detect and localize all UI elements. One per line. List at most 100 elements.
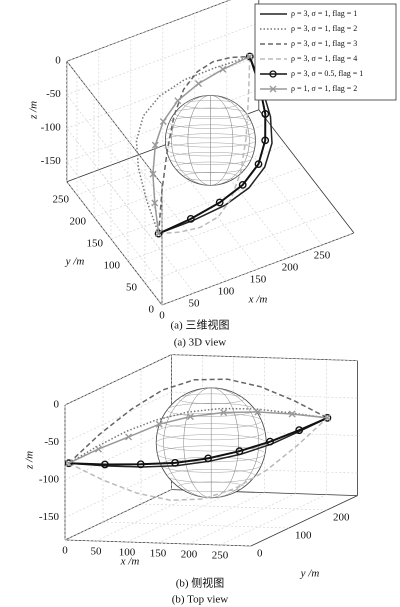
y-tick-label: 0 — [149, 304, 155, 316]
grid-line — [95, 490, 203, 542]
point-marker — [64, 459, 73, 468]
x-tick-label: 100 — [218, 286, 235, 298]
y-tick-label: 150 — [87, 238, 104, 250]
y-tick-label: 200 — [70, 216, 87, 228]
point-marker — [295, 426, 304, 435]
z-tick-label: 0 — [55, 55, 61, 67]
point-marker — [204, 454, 213, 463]
point-marker — [266, 437, 274, 446]
point-marker — [261, 136, 270, 145]
x-tick-label: 200 — [282, 262, 299, 274]
point-marker — [155, 420, 163, 428]
point-marker — [174, 97, 182, 105]
point-marker — [288, 410, 296, 418]
point-marker — [94, 445, 102, 453]
sphere-parallel — [183, 172, 238, 181]
axis-edge — [258, 109, 355, 234]
x-tick-label: 250 — [314, 250, 331, 262]
point-marker — [159, 117, 167, 125]
z-tick-label: -50 — [44, 436, 59, 448]
point-marker — [186, 413, 194, 421]
y-tick-label: 0 — [257, 548, 263, 560]
point-marker — [136, 460, 145, 469]
x-tick-label: 200 — [181, 549, 198, 561]
point-marker — [195, 80, 203, 88]
y-tick-label: 200 — [333, 512, 350, 524]
legend-marker — [269, 85, 277, 93]
legend-label: ρ = 3, σ = 1, flag = 2 — [291, 24, 357, 33]
axis-edge — [250, 495, 358, 547]
grid-line — [130, 157, 227, 282]
point-marker — [254, 160, 263, 168]
grid-line — [102, 521, 290, 529]
x-axis-label: x /m — [120, 556, 140, 568]
sphere-parallel — [157, 423, 266, 441]
sphere-parallel — [166, 142, 255, 157]
point-marker — [261, 110, 270, 118]
point-marker — [155, 230, 163, 238]
sphere-parallel — [177, 481, 245, 492]
sphere-meridian — [171, 95, 250, 186]
y-tick-label: 250 — [53, 194, 70, 206]
sphere-parallel — [168, 116, 252, 129]
sphere-meridian — [163, 387, 260, 498]
point-marker — [65, 459, 73, 467]
point-marker — [215, 198, 224, 207]
z-tick-label: -100 — [41, 122, 62, 134]
x-tick-label: 50 — [91, 546, 103, 558]
sphere-parallel — [165, 133, 256, 148]
z-axis-label: z /m — [28, 101, 40, 120]
caption: (a) 三维视图 — [171, 318, 230, 332]
grid-line — [66, 181, 163, 306]
point-marker — [246, 53, 254, 60]
series-line — [135, 55, 251, 234]
x-tick-label: 50 — [189, 298, 201, 310]
grid-line — [66, 161, 163, 286]
point-marker — [101, 460, 109, 469]
legend-label: ρ = 1, σ = 1, flag = 2 — [291, 84, 357, 93]
x-tick-label: 250 — [212, 550, 229, 562]
y-tick-label: 50 — [126, 282, 138, 294]
point-marker — [186, 214, 195, 223]
point-marker — [171, 458, 180, 467]
y-axis-label: y /m — [300, 568, 320, 580]
sphere-parallel — [183, 100, 238, 109]
legend-label: ρ = 3, σ = 1, flag = 1 — [291, 9, 357, 18]
point-marker — [220, 409, 228, 417]
sphere-parallel — [168, 152, 252, 165]
x-tick-label: 100 — [119, 547, 136, 559]
point-marker — [323, 414, 331, 422]
point-marker — [235, 447, 244, 456]
sphere-parallel — [160, 413, 262, 429]
series-line — [157, 55, 250, 234]
grid-line — [66, 61, 163, 185]
point-marker — [151, 141, 159, 149]
z-axis-label: z /m — [24, 451, 36, 470]
grid-line — [64, 466, 172, 518]
grid-line — [171, 466, 358, 474]
grid-line — [171, 391, 358, 399]
series-line — [158, 56, 251, 235]
point-marker — [125, 433, 133, 441]
x-tick-label: 0 — [159, 310, 165, 322]
grid-line — [64, 429, 172, 481]
legend-box — [254, 3, 397, 101]
z-tick-label: -150 — [39, 511, 60, 523]
grid-line — [171, 354, 358, 361]
sphere-parallel — [157, 445, 266, 463]
legend-label: ρ = 3, σ = 0.5, flag = 1 — [291, 69, 363, 78]
grid-line — [144, 210, 338, 284]
point-marker — [245, 52, 254, 61]
axis-edge — [64, 489, 172, 541]
x-tick-label: 150 — [150, 548, 167, 560]
z-tick-label: -150 — [41, 155, 62, 167]
legend-marker — [269, 70, 277, 78]
z-tick-label: -100 — [39, 474, 60, 486]
axis-edge — [64, 354, 172, 406]
point-marker — [151, 199, 159, 207]
legend-label: ρ = 3, σ = 1, flag = 3 — [291, 39, 357, 48]
sphere-parallel — [174, 161, 247, 174]
z-tick-label: -50 — [46, 88, 61, 100]
